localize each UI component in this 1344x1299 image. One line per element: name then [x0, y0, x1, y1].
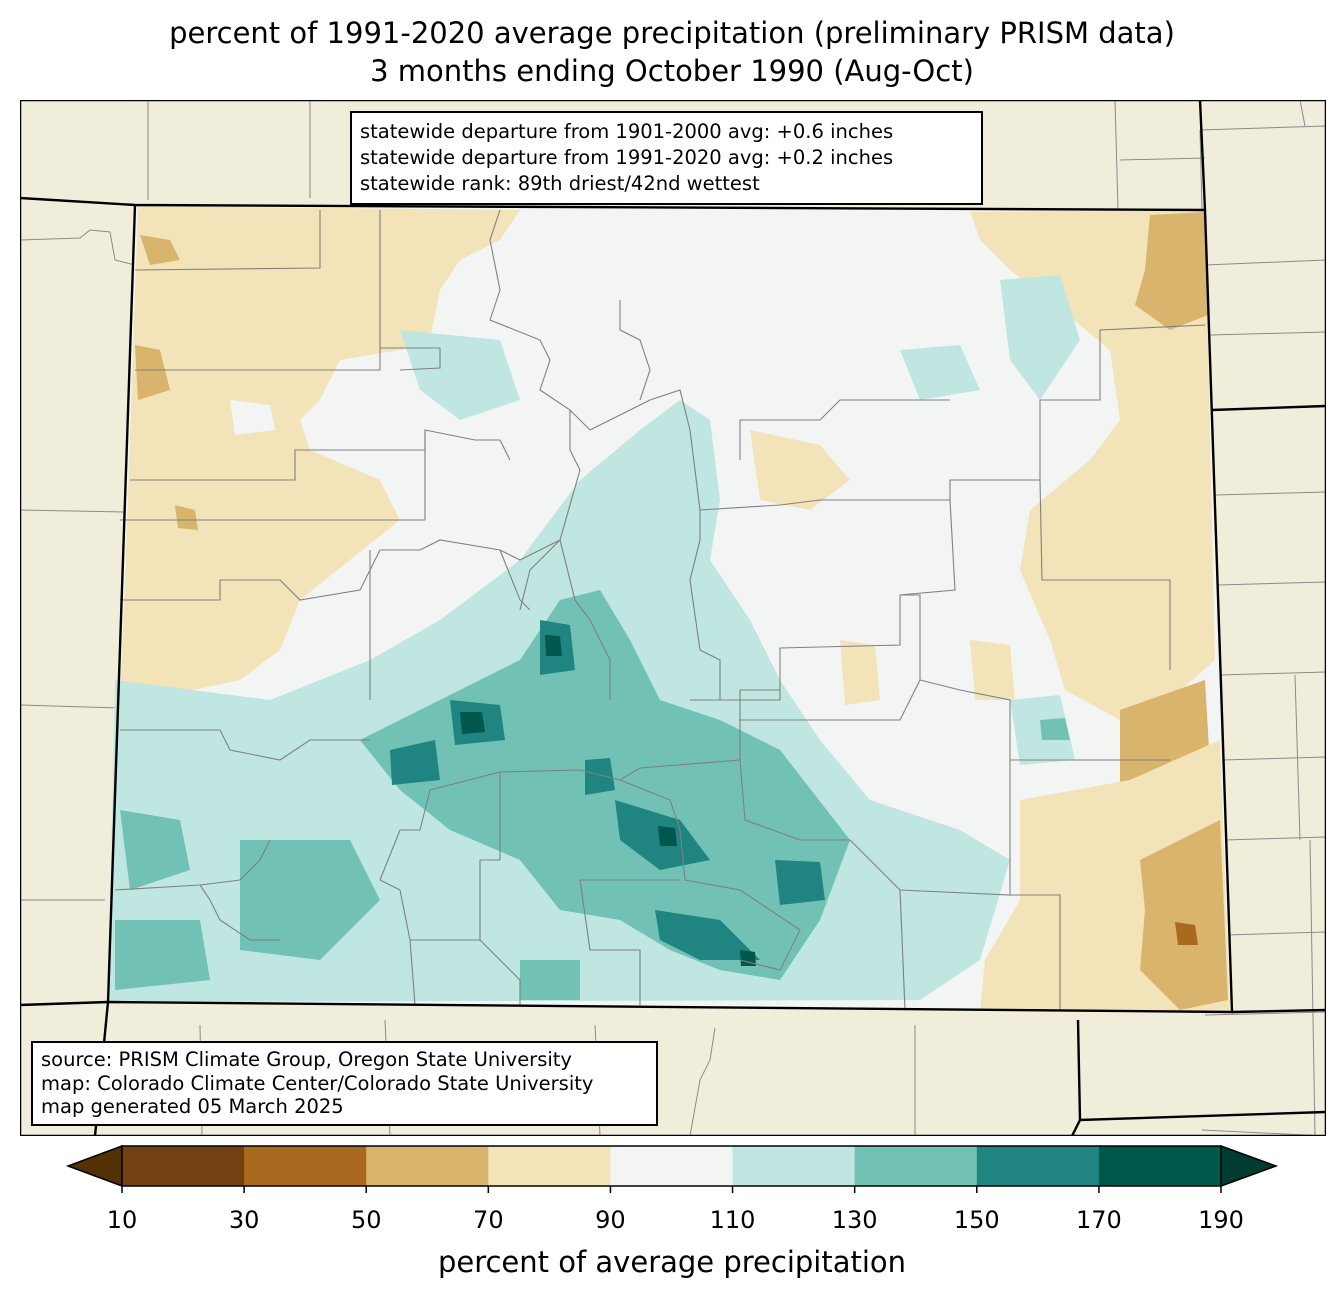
stats-line-3: statewide rank: 89th driest/42nd wettest [360, 172, 760, 195]
county-lines [114, 209, 1206, 1011]
colorbar-tick-label: 130 [831, 1206, 878, 1234]
colorbar-tick-label: 50 [350, 1206, 382, 1234]
source-line-1: source: PRISM Climate Group, Oregon Stat… [41, 1048, 572, 1071]
source-line-2: map: Colorado Climate Center/Colorado St… [41, 1071, 594, 1095]
colorbar-segment [1098, 1146, 1222, 1186]
colorbar-tick-label: 170 [1075, 1206, 1122, 1234]
colorbar-tick-label: 190 [1198, 1206, 1244, 1234]
stats-line-1: statewide departure from 1901-2000 avg: … [360, 120, 894, 143]
stats-line-2: statewide departure from 1991-2020 avg: … [360, 146, 894, 169]
colorbar-ticks [121, 1186, 1222, 1193]
colorbar-segment [854, 1146, 978, 1186]
colorbar-tick-label: 10 [106, 1206, 138, 1234]
colorbar-tick-label: 150 [953, 1206, 1000, 1234]
colorbar-segment [244, 1146, 367, 1186]
colorbar-segment [488, 1146, 611, 1186]
colorbar-tick-label: 70 [473, 1206, 504, 1234]
colorbar-segment [366, 1146, 489, 1186]
statewide-stats-box: statewide departure from 1901-2000 avg: … [350, 111, 983, 205]
colorbar-tick-label: 90 [595, 1206, 626, 1234]
colorbar-segment [610, 1146, 734, 1186]
map-frame [20, 100, 1326, 1136]
source-line-3: map generated 05 March 2025 [41, 1095, 344, 1118]
colorbar [65, 1144, 1279, 1193]
precip-regions [108, 206, 1230, 1012]
colorbar-tick-label: 110 [709, 1206, 756, 1234]
colorbar-segment [732, 1146, 856, 1186]
colorbar-outline [121, 1145, 1222, 1187]
colorbar-segment [122, 1146, 245, 1186]
colorbar-over-arrow [1220, 1144, 1279, 1188]
colorbar-segment [976, 1146, 1100, 1186]
precipitation-map [20, 100, 1326, 1136]
colorbar-under-arrow [65, 1144, 123, 1188]
map-title-line-2: 3 months ending October 1990 (Aug-Oct) [370, 54, 974, 88]
map-frame-border [20, 100, 1326, 1136]
colorbar-label: percent of average precipitation [437, 1245, 907, 1279]
colorbar-segments [122, 1146, 1222, 1186]
map-title-line-1: percent of 1991-2020 average precipitati… [169, 16, 1175, 50]
source-box: source: PRISM Climate Group, Oregon Stat… [31, 1041, 658, 1126]
colorbar-tick-label: 30 [228, 1206, 260, 1234]
